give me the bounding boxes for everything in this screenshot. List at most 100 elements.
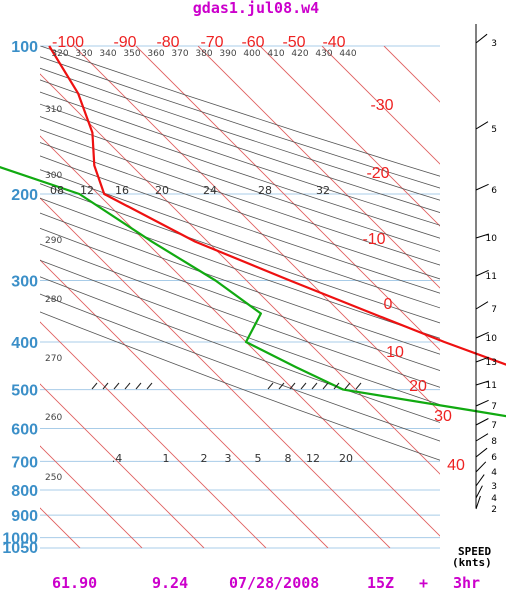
dry-adiabat-line bbox=[40, 169, 440, 309]
mixing-ratio-label: 1 bbox=[163, 452, 170, 465]
mixing-ratio-label: 8 bbox=[285, 452, 292, 465]
dry-adiabat-label: 310 bbox=[45, 105, 62, 115]
mixing-ratio-label: .4 bbox=[112, 452, 123, 465]
dry-adiabat-line bbox=[40, 212, 440, 355]
isotherm-line bbox=[40, 73, 440, 475]
dry-adiabat-line bbox=[40, 197, 440, 339]
dry-adiabat-label: 350 bbox=[123, 49, 140, 59]
hatch-mark bbox=[300, 382, 307, 390]
dry-adiabat-line bbox=[40, 183, 440, 324]
wind-speed-label: 10 bbox=[486, 334, 498, 344]
dry-adiabat-label: 250 bbox=[45, 473, 62, 483]
temperature-side-label: 20 bbox=[409, 378, 427, 395]
wind-barb bbox=[475, 331, 489, 339]
pressure-tick-label: 1050 bbox=[2, 540, 38, 557]
dry-adiabat-label: 280 bbox=[45, 295, 62, 305]
dry-adiabat-label: 320 bbox=[51, 49, 68, 59]
isotherm-line bbox=[40, 507, 81, 548]
dry-adiabat-label: 330 bbox=[75, 49, 92, 59]
hatch-mark bbox=[113, 382, 120, 390]
footer-lon: 9.24 bbox=[152, 574, 188, 592]
wind-barb bbox=[475, 121, 489, 130]
pressure-tick-label: 1000 bbox=[2, 531, 38, 548]
dry-adiabat-line bbox=[40, 129, 440, 266]
dry-adiabat-label: 430 bbox=[315, 49, 332, 59]
dry-adiabat-line bbox=[40, 56, 440, 189]
pressure-tick-label: 700 bbox=[11, 454, 38, 471]
dry-adiabat-line bbox=[40, 276, 440, 423]
dry-adiabat-line bbox=[40, 293, 440, 442]
hatch-mark bbox=[355, 382, 362, 390]
sounding-profiles bbox=[0, 45, 506, 418]
dry-adiabat-label: 360 bbox=[147, 49, 164, 59]
isotherm-line bbox=[40, 259, 329, 548]
hatch-mark bbox=[289, 382, 296, 390]
dry-adiabat-line bbox=[40, 155, 440, 294]
dry-adiabat-label: 340 bbox=[99, 49, 116, 59]
wind-speed-label: 3 bbox=[491, 482, 497, 492]
wind-speed-label: 7 bbox=[491, 305, 497, 315]
dry-adiabat-line bbox=[40, 311, 440, 461]
temperature-side-label: 0 bbox=[384, 296, 393, 313]
wind-speed-label: 3 bbox=[491, 39, 497, 49]
temperature-side-label: -20 bbox=[366, 165, 389, 182]
footer: 61.90 9.24 07/28/2008 15Z + 3hr bbox=[52, 574, 480, 592]
wind-barb bbox=[475, 418, 489, 426]
footer-forecast: 3hr bbox=[453, 574, 480, 592]
isotherm-line bbox=[73, 46, 440, 413]
wind-speed-label: 4 bbox=[491, 468, 497, 478]
isotherm-lines bbox=[40, 46, 440, 548]
hatch-mark bbox=[102, 382, 109, 390]
mixing-ratio-label: 12 bbox=[306, 452, 320, 465]
wind-speed-label: 11 bbox=[486, 381, 497, 391]
wind-speed-label: 7 bbox=[491, 421, 497, 431]
wind-barb bbox=[475, 485, 483, 499]
dry-adiabat-label: 390 bbox=[219, 49, 236, 59]
speed-label: SPEED bbox=[458, 545, 491, 558]
dry-adiabat-label: 300 bbox=[45, 171, 62, 181]
wind-speed-label: 5 bbox=[491, 125, 497, 135]
dry-adiabat-label: 410 bbox=[267, 49, 284, 59]
chart-title: gdas1.jul08.w4 bbox=[193, 0, 319, 17]
wind-speed-label: 10 bbox=[486, 234, 498, 244]
footer-time: 15Z bbox=[367, 574, 394, 592]
isotherm-line bbox=[40, 321, 267, 548]
mixing-ratio-label: 2 bbox=[201, 452, 208, 465]
wind-barb bbox=[475, 301, 489, 310]
pressure-tick-label: 500 bbox=[11, 383, 38, 400]
wind-speed-label: 2 bbox=[491, 505, 497, 515]
temperature-top-label: -50 bbox=[282, 34, 305, 51]
dry-adiabat-line bbox=[40, 142, 440, 280]
hatch-mark bbox=[267, 382, 274, 390]
dry-adiabat-lines bbox=[40, 46, 440, 461]
moist-adiabat-label: 12 bbox=[80, 184, 94, 197]
hatch-mark bbox=[344, 382, 351, 390]
hatch-mark bbox=[135, 382, 142, 390]
footer-plus: + bbox=[419, 574, 428, 592]
wind-barb bbox=[475, 33, 488, 44]
isotherm-line bbox=[321, 46, 440, 165]
hatch-mark bbox=[333, 382, 340, 390]
pressure-tick-label: 800 bbox=[11, 483, 38, 500]
dry-adiabat-line bbox=[40, 243, 440, 388]
temperature-top-label: -80 bbox=[156, 34, 179, 51]
moist-adiabat-label: 20 bbox=[155, 184, 169, 197]
moist-adiabat-label: 28 bbox=[258, 184, 272, 197]
isotherm-line bbox=[259, 46, 440, 227]
wind-barb bbox=[475, 399, 489, 407]
dry-adiabat-label: 380 bbox=[195, 49, 212, 59]
temperature-side-label: -10 bbox=[362, 231, 385, 248]
wind-barb bbox=[475, 461, 487, 473]
temperature-top-label: -100 bbox=[52, 34, 84, 51]
dry-adiabat-line bbox=[40, 116, 440, 252]
hatch-mark bbox=[124, 382, 131, 390]
temperature-top-label: -60 bbox=[241, 34, 264, 51]
hatch-mark bbox=[322, 382, 329, 390]
temperature-top-label: -90 bbox=[113, 34, 136, 51]
wind-speed-label: 13 bbox=[486, 358, 497, 368]
moist-adiabat-label: 08 bbox=[50, 184, 64, 197]
hatch-mark bbox=[146, 382, 153, 390]
pressure-tick-label: 100 bbox=[11, 39, 38, 56]
axis-labels: 10020030040050060070080090010001050-100-… bbox=[2, 34, 465, 557]
dry-adiabat-label: 370 bbox=[171, 49, 188, 59]
